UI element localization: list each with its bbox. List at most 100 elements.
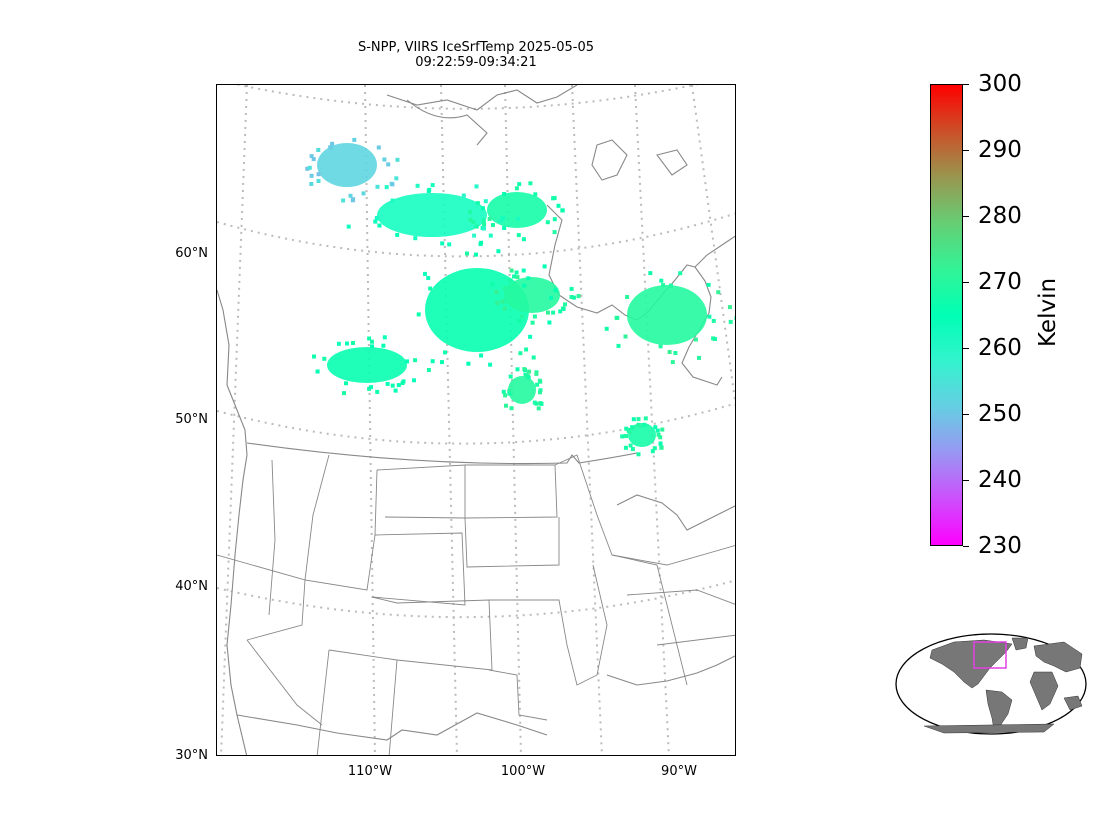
data-cluster-west bbox=[327, 347, 407, 383]
gulf-coast bbox=[606, 655, 735, 686]
data-pixel bbox=[373, 219, 378, 224]
data-pixel bbox=[474, 184, 479, 189]
antarctica bbox=[923, 723, 1055, 734]
data-pixel bbox=[538, 390, 542, 395]
lat-label-30: 30°N bbox=[175, 748, 208, 763]
great-lakes bbox=[616, 494, 735, 531]
data-pixel bbox=[370, 344, 374, 349]
state-line-15 bbox=[611, 545, 735, 566]
data-pixel bbox=[576, 294, 581, 299]
data-pixel bbox=[515, 367, 520, 372]
colorbar-tick-label: 280 bbox=[978, 203, 1022, 229]
data-pixel bbox=[468, 210, 472, 215]
data-pixel bbox=[309, 154, 314, 159]
data-pixel bbox=[515, 275, 520, 280]
data-pixel bbox=[487, 216, 492, 221]
data-pixel bbox=[549, 295, 553, 300]
data-pixel bbox=[504, 403, 508, 408]
data-pixel bbox=[482, 222, 487, 227]
data-pixel bbox=[563, 302, 567, 307]
colorbar-tick bbox=[963, 480, 969, 481]
data-pixel bbox=[376, 145, 381, 150]
data-pixel bbox=[322, 356, 327, 361]
data-pixel bbox=[394, 176, 399, 181]
data-pixel bbox=[713, 337, 717, 341]
data-pixel bbox=[342, 391, 346, 396]
colorbar-tick bbox=[963, 282, 969, 283]
data-pixel bbox=[572, 295, 577, 300]
data-pixel bbox=[352, 137, 357, 142]
data-pixel bbox=[390, 383, 395, 388]
lat-label-60: 60°N bbox=[175, 246, 208, 261]
data-pixel bbox=[528, 334, 533, 339]
data-pixel bbox=[532, 400, 537, 405]
colorbar-tick-label: 290 bbox=[978, 137, 1022, 163]
data-pixel bbox=[630, 447, 635, 452]
data-pixel bbox=[405, 359, 410, 364]
data-pixel bbox=[305, 166, 310, 171]
overview-globe bbox=[895, 633, 1087, 735]
meridian-90 bbox=[634, 85, 670, 755]
data-pixel bbox=[625, 295, 630, 299]
state-line-7 bbox=[371, 532, 466, 606]
data-pixel bbox=[472, 233, 477, 238]
data-pixel bbox=[381, 343, 386, 348]
data-pixel bbox=[369, 385, 374, 390]
data-pixel bbox=[514, 186, 519, 191]
data-pixel bbox=[471, 220, 476, 224]
data-pixel bbox=[375, 389, 380, 394]
colorbar-tick bbox=[963, 150, 969, 151]
title-line-1: S-NPP, VIIRS IceSrfTemp 2025-05-05 bbox=[357, 40, 595, 55]
data-pixel bbox=[658, 435, 663, 440]
state-line-17 bbox=[656, 634, 735, 646]
meridian-105 bbox=[440, 85, 458, 755]
colorbar-tick bbox=[963, 546, 969, 547]
colorbar-tick bbox=[963, 348, 969, 349]
data-pixel bbox=[479, 240, 484, 245]
lon-label-100w: 100°W bbox=[500, 764, 546, 779]
data-pixel bbox=[653, 425, 658, 430]
data-pixel bbox=[499, 299, 504, 304]
data-pixel bbox=[341, 198, 346, 203]
data-pixel bbox=[522, 283, 527, 288]
colorbar-tick-label: 270 bbox=[978, 269, 1022, 295]
data-pixel bbox=[728, 319, 733, 324]
data-pixel bbox=[503, 393, 508, 398]
data-pixel bbox=[488, 233, 493, 238]
data-pixel bbox=[400, 381, 405, 386]
data-pixel bbox=[465, 251, 469, 256]
data-pixel bbox=[643, 416, 648, 421]
data-pixel bbox=[344, 381, 348, 386]
data-pixel bbox=[516, 233, 521, 238]
data-pixel bbox=[661, 283, 666, 288]
data-pixel bbox=[693, 337, 698, 342]
data-pixel bbox=[658, 344, 663, 349]
data-cluster-se bbox=[628, 423, 656, 447]
data-pixel bbox=[569, 286, 574, 291]
data-pixel bbox=[482, 226, 486, 231]
state-line-11 bbox=[488, 669, 548, 721]
data-pixel bbox=[670, 360, 675, 365]
data-pixel bbox=[509, 406, 514, 411]
data-pixel bbox=[514, 270, 519, 275]
west-coast bbox=[217, 289, 248, 755]
data-pixel bbox=[528, 181, 533, 186]
data-pixel bbox=[316, 179, 321, 183]
data-pixel bbox=[636, 417, 641, 422]
meridian-95 bbox=[571, 85, 603, 755]
data-pixel bbox=[382, 157, 387, 162]
data-pixel bbox=[520, 314, 525, 319]
data-pixel bbox=[623, 334, 628, 339]
data-pixel bbox=[396, 383, 401, 388]
data-pixel bbox=[553, 288, 558, 293]
data-pixel bbox=[346, 224, 351, 229]
data-pixel bbox=[309, 182, 314, 186]
arctic-islands-2 bbox=[591, 139, 628, 181]
data-pixel bbox=[516, 216, 520, 221]
data-pixel bbox=[627, 429, 632, 434]
data-pixel bbox=[631, 417, 636, 422]
parallel-50 bbox=[217, 402, 735, 445]
meridian-120 bbox=[220, 85, 248, 755]
data-pixel bbox=[545, 220, 550, 225]
data-pixel bbox=[351, 341, 355, 345]
